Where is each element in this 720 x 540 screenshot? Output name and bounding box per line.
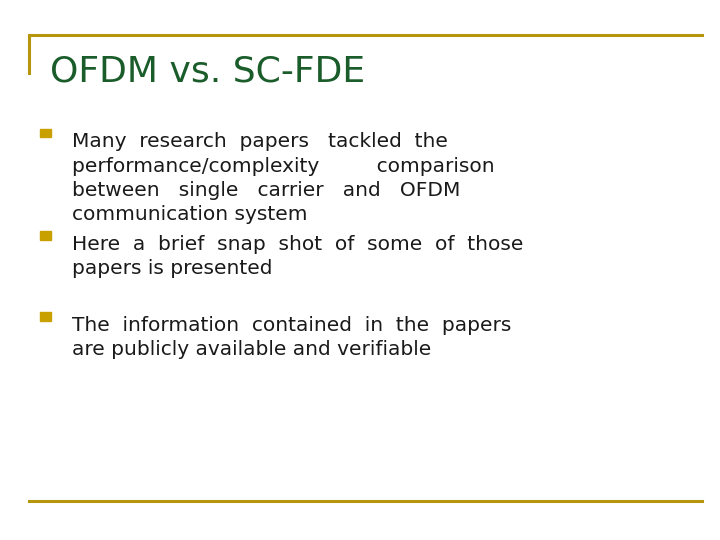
Bar	[40, 129, 50, 137]
Text: OFDM vs. SC-FDE: OFDM vs. SC-FDE	[50, 54, 366, 88]
Bar	[40, 313, 50, 321]
Text: The  information  contained  in  the  papers
are publicly available and verifiab: The information contained in the papers …	[72, 316, 511, 359]
Text: Here  a  brief  snap  shot  of  some  of  those
papers is presented: Here a brief snap shot of some of those …	[72, 235, 523, 278]
Bar	[40, 232, 50, 240]
Text: Many  research  papers   tackled  the
performance/complexity         comparison
: Many research papers tackled the perform…	[72, 132, 495, 224]
